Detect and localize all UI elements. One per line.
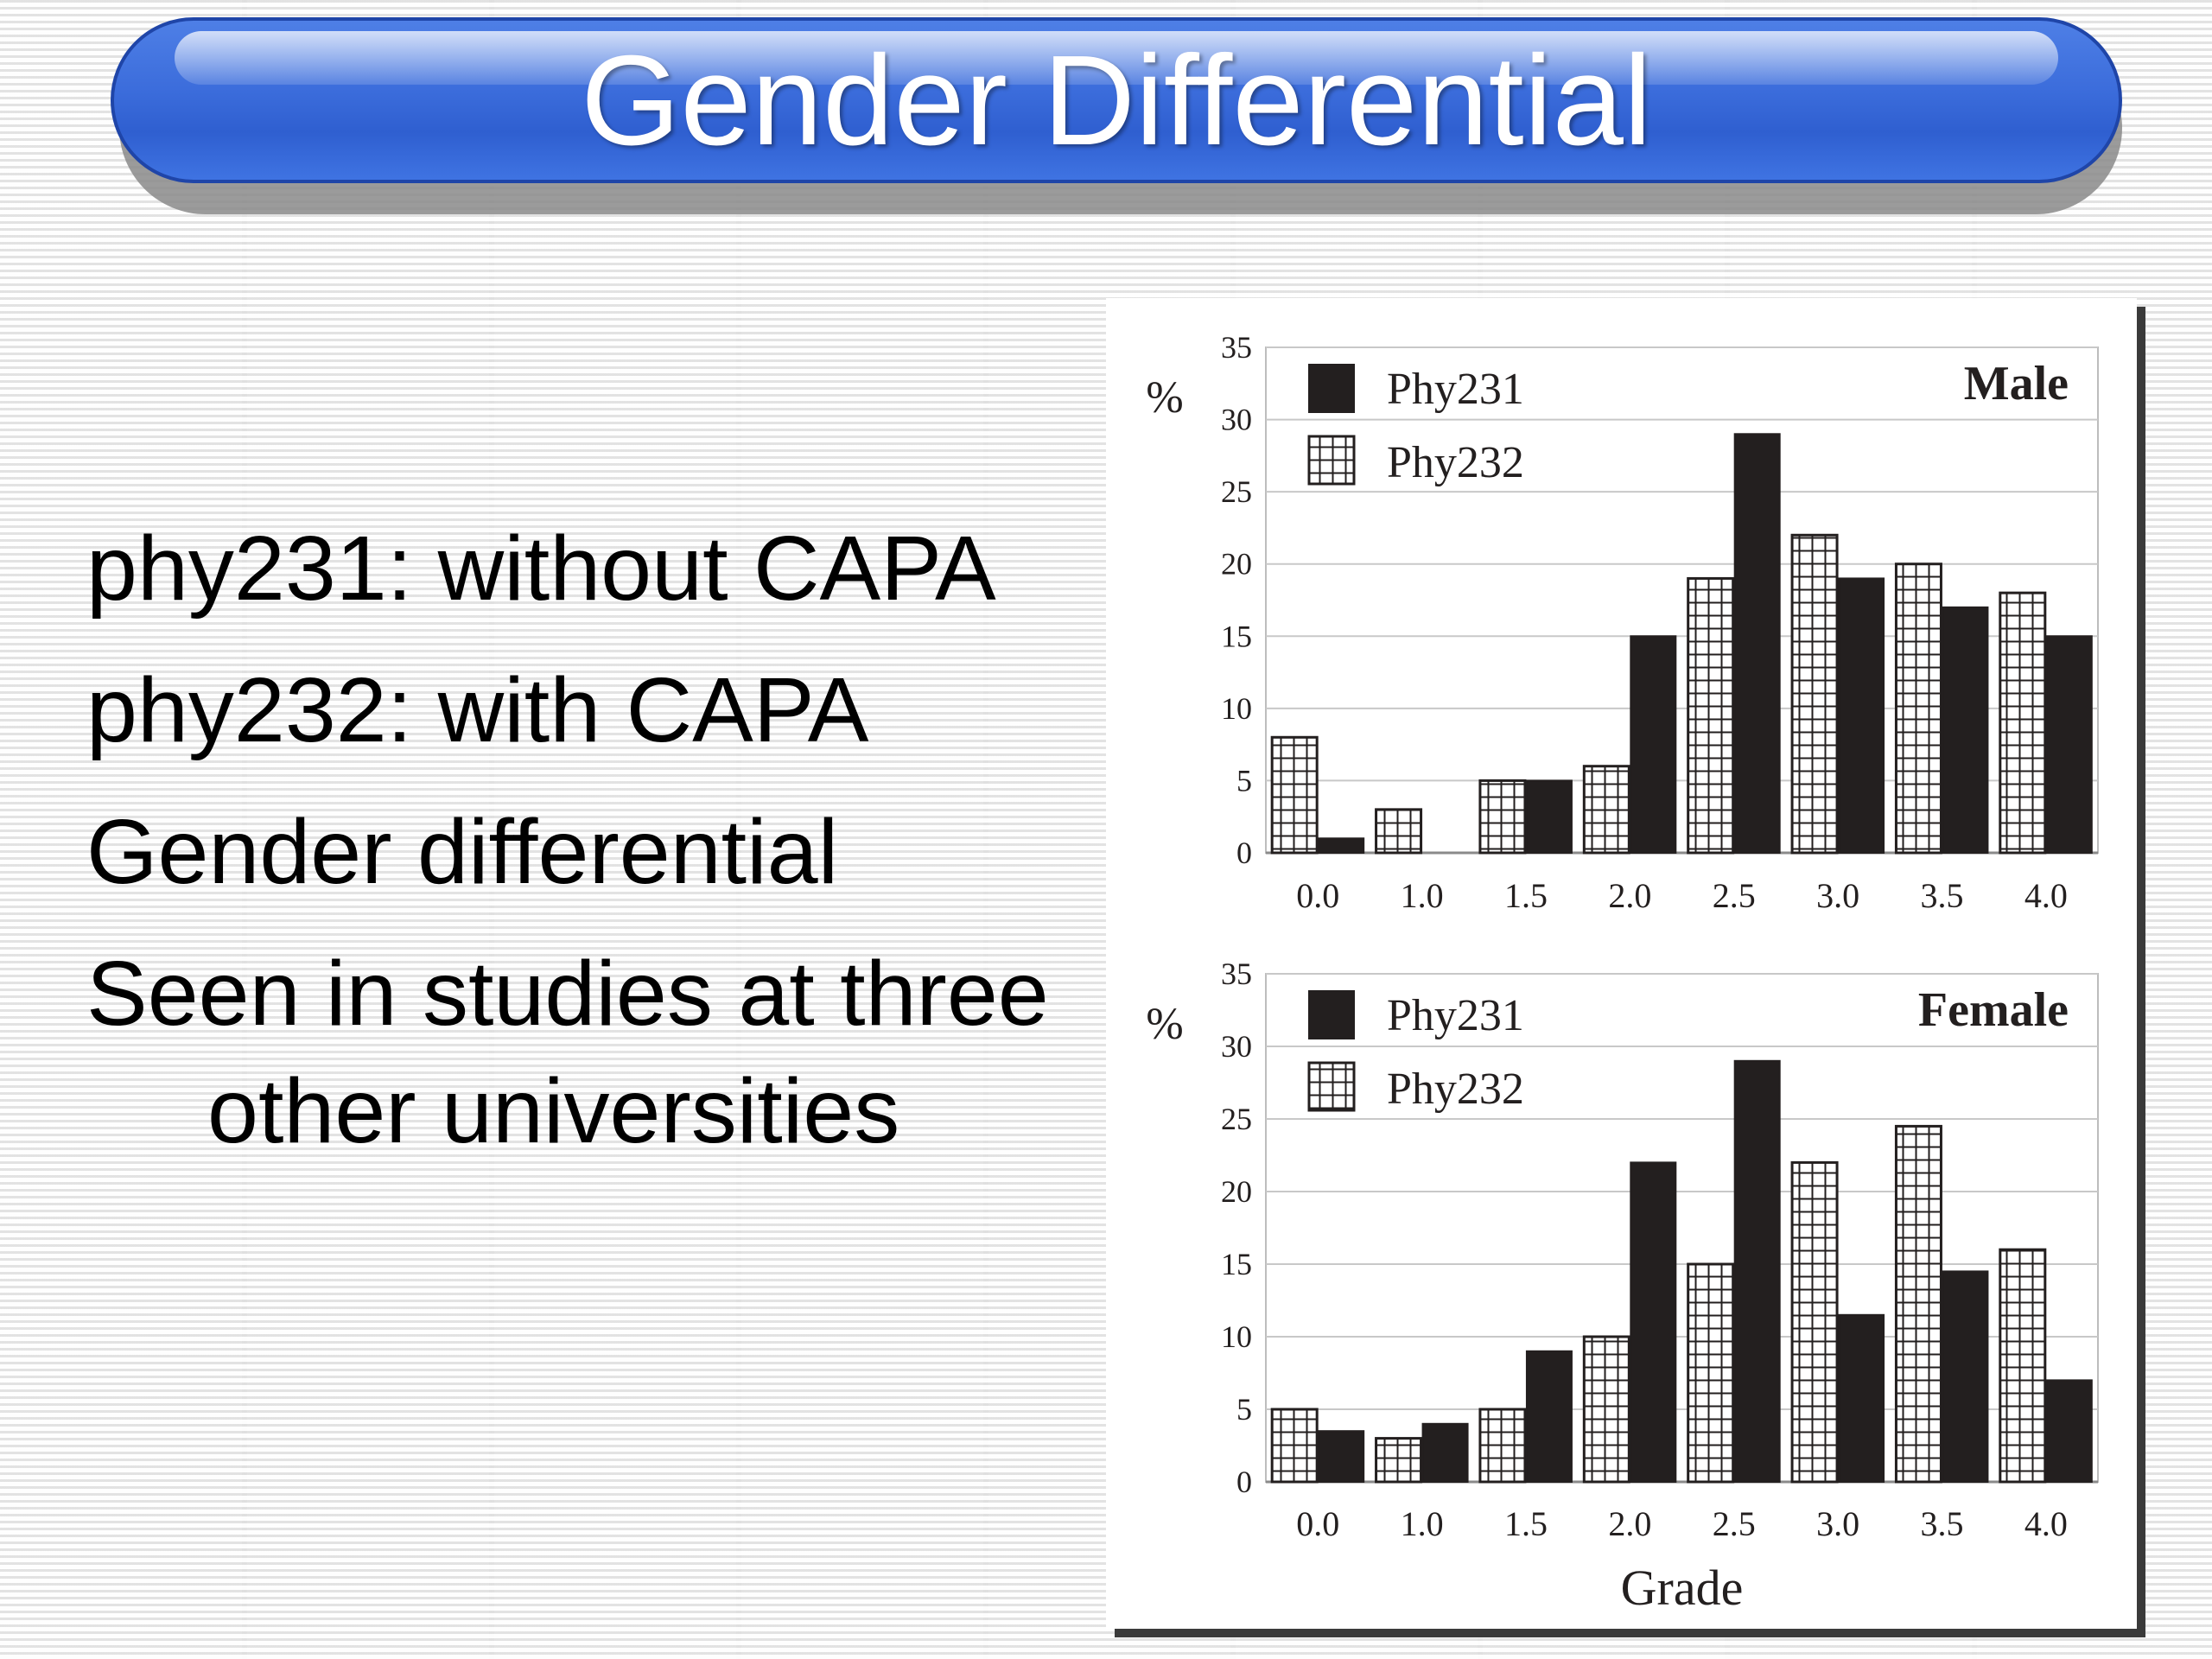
slide-title: Gender Differential [581,29,1652,172]
bar-phy232 [1375,1437,1423,1484]
y-tick-label: 0 [1236,836,1252,870]
x-tick-label: 4.0 [2024,876,2068,915]
bar-phy232 [1894,563,1942,855]
bar-phy232 [1790,533,1839,855]
x-tick-label: 2.0 [1608,876,1651,915]
panel-title: Male [1964,357,2069,410]
legend-label-phy231: Phy231 [1387,365,1524,414]
bullet-item: Seen in studies at three other universit… [86,943,1049,1162]
bar-phy232 [1478,1408,1527,1484]
bar-phy231 [1838,1313,1885,1484]
bar-phy231 [1630,635,1677,854]
bar-phy232 [1999,1248,2047,1484]
y-tick-label: 35 [1221,330,1252,365]
legend-swatch-phy232 [1307,1061,1356,1112]
y-tick-label: 15 [1221,1247,1252,1281]
bar-phy232 [1270,735,1319,855]
y-tick-label: 20 [1221,547,1252,582]
bar-phy231 [1318,1430,1365,1483]
legend-swatch-phy232 [1307,435,1356,486]
bar-phy232 [1687,1262,1735,1484]
title-bar: Gender Differential [111,17,2122,183]
y-tick-label: 5 [1236,1392,1252,1427]
x-tick-label: 2.5 [1713,1504,1756,1543]
bar-phy232 [1790,1160,1839,1484]
x-tick-label: 0.0 [1296,876,1339,915]
legend-swatch-phy231 [1308,990,1355,1039]
bar-phy231 [2045,1379,2093,1484]
x-tick-label: 2.0 [1608,1504,1651,1543]
bar-phy232 [1894,1124,1942,1484]
x-tick-label: 1.5 [1504,1504,1548,1543]
x-tick-label: 4.0 [2024,1504,2068,1543]
bar-phy231 [1318,837,1365,854]
x-tick-label: 3.5 [1920,876,1963,915]
bullet-list: phy231: without CAPA phy232: with CAPA G… [86,510,1080,1194]
x-axis-label: Grade [1621,1560,1744,1616]
y-axis-label: % [1146,1000,1183,1049]
y-tick-label: 10 [1221,1319,1252,1354]
y-tick-label: 5 [1236,763,1252,798]
bar-phy231 [1525,1350,1573,1484]
bar-phy232 [1270,1408,1319,1484]
y-tick-label: 0 [1236,1465,1252,1499]
bar-phy231 [1942,606,1989,854]
x-tick-label: 3.5 [1920,1504,1963,1543]
legend-swatch-phy231 [1308,364,1355,413]
x-tick-label: 1.0 [1401,1504,1444,1543]
bar-phy231 [1421,1422,1469,1484]
legend-label-phy232: Phy232 [1387,438,1524,487]
x-tick-label: 3.0 [1816,1504,1859,1543]
bar-phy232 [1478,779,1527,855]
bar-phy232 [1687,576,1735,855]
x-tick-label: 1.0 [1401,876,1444,915]
bullet-item: Gender differential [86,801,839,903]
bar-phy231 [1630,1161,1677,1484]
charts-svg: 0 5 10 15 20 25 30 35% Male 0.0 1.0 1.5 2.0 2.5 3.0 3.5… [1146,330,2099,1616]
x-tick-label: 0.0 [1296,1504,1339,1543]
bar-phy231 [1525,779,1573,855]
bar-phy232 [1999,591,2047,855]
bar-phy231 [2045,635,2093,854]
y-tick-label: 10 [1221,691,1252,726]
y-tick-label: 30 [1221,403,1252,437]
x-tick-label: 2.5 [1713,876,1756,915]
chart-panel: 0 5 10 15 20 25 30 35% Male 0.0 1.0 1.5 2.0 2.5 3.0 3.5… [1106,298,2137,1629]
panel-title: Female [1918,983,2069,1037]
y-tick-label: 25 [1221,1102,1252,1136]
y-tick-label: 25 [1221,474,1252,509]
bar-phy231 [1733,1059,1781,1483]
legend-label-phy232: Phy232 [1387,1065,1524,1114]
bar-phy231 [1942,1270,1989,1484]
legend-label-phy231: Phy231 [1387,991,1524,1040]
bullet-item: phy231: without CAPA [86,518,996,620]
bar-phy232 [1375,808,1423,855]
y-tick-label: 20 [1221,1174,1252,1209]
x-tick-label: 1.5 [1504,876,1548,915]
y-tick-label: 35 [1221,957,1252,991]
bar-phy232 [1582,765,1630,855]
bullet-item: phy232: with CAPA [86,659,869,761]
x-tick-label: 3.0 [1816,876,1859,915]
bar-phy231 [1733,433,1781,855]
bar-phy231 [1838,577,1885,854]
bar-phy232 [1582,1335,1630,1484]
y-tick-label: 15 [1221,619,1252,653]
title-gloss [175,31,2058,85]
y-tick-label: 30 [1221,1029,1252,1064]
y-axis-label: % [1146,373,1183,423]
